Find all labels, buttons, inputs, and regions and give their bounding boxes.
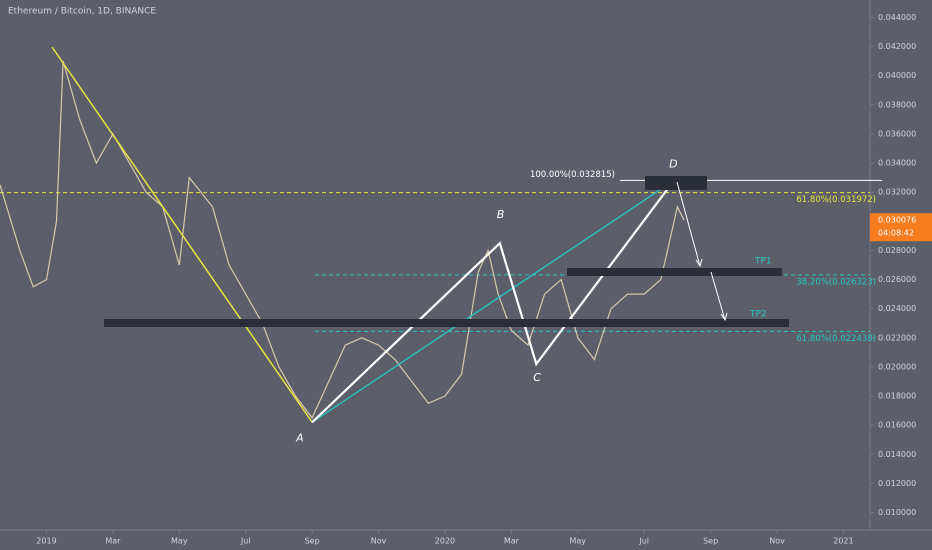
- pattern-label: B: [497, 208, 505, 221]
- trend-line: [311, 179, 675, 423]
- y-tick-label: 0.018000: [878, 392, 916, 401]
- last-price-box: [870, 213, 932, 242]
- y-tick-label: 0.022000: [878, 333, 916, 342]
- y-tick-label: 0.016000: [878, 421, 916, 430]
- zone-box: [104, 319, 789, 327]
- x-tick-label: Nov: [371, 537, 387, 546]
- x-tick-label: Jul: [240, 537, 251, 546]
- x-tick-label: May: [171, 537, 188, 546]
- y-tick-label: 0.024000: [878, 304, 916, 313]
- x-tick-label: Jul: [638, 537, 649, 546]
- price-axis-panel: [870, 0, 932, 550]
- plot-area: [0, 46, 882, 424]
- y-tick-label: 0.032000: [878, 188, 916, 197]
- y-tick-label: 0.036000: [878, 129, 916, 138]
- x-tick-label: Sep: [703, 537, 718, 546]
- x-tick-label: Mar: [504, 537, 520, 546]
- y-tick-label: 0.010000: [878, 508, 916, 517]
- trend-line: [51, 46, 313, 423]
- target-label: TP2: [749, 310, 767, 320]
- pattern-label: A: [295, 431, 304, 444]
- last-price-label: 0.030076: [878, 216, 916, 225]
- x-tick-label: Mar: [105, 537, 121, 546]
- y-tick-label: 0.038000: [878, 100, 916, 109]
- y-tick-label: 0.020000: [878, 362, 916, 371]
- pattern-label: C: [533, 371, 541, 384]
- zone-box: [567, 268, 782, 276]
- y-tick-label: 0.040000: [878, 71, 916, 80]
- x-tick-label: 2019: [36, 537, 56, 546]
- countdown-label: 04:08:42: [878, 229, 914, 238]
- x-tick-label: 2021: [833, 537, 853, 546]
- y-tick-label: 0.012000: [878, 479, 916, 488]
- y-tick-label: 0.028000: [878, 246, 916, 255]
- y-tick-label: 0.034000: [878, 159, 916, 168]
- fib-level-label: 61.80%(0.022438): [796, 334, 876, 344]
- x-tick-label: Nov: [769, 537, 785, 546]
- y-tick-label: 0.044000: [878, 13, 916, 22]
- y-tick-label: 0.042000: [878, 42, 916, 51]
- y-tick-label: 0.014000: [878, 450, 916, 459]
- price-line: [0, 61, 685, 420]
- chart-title: Ethereum / Bitcoin, 1D, BINANCE: [8, 7, 156, 17]
- fib-level-label: 100.00%(0.032815): [530, 170, 615, 180]
- zone-box: [645, 176, 707, 190]
- x-tick-label: May: [570, 537, 587, 546]
- fib-level-label: 61.80%(0.031972): [796, 195, 876, 205]
- fib-level-label: 38.20%(0.026323): [796, 277, 876, 287]
- target-label: TP1: [754, 257, 772, 267]
- x-tick-label: 2020: [435, 537, 455, 546]
- x-tick-label: Sep: [305, 537, 320, 546]
- pattern-label: D: [669, 157, 677, 170]
- projection-arrows: [676, 181, 728, 322]
- y-tick-label: 0.026000: [878, 275, 916, 284]
